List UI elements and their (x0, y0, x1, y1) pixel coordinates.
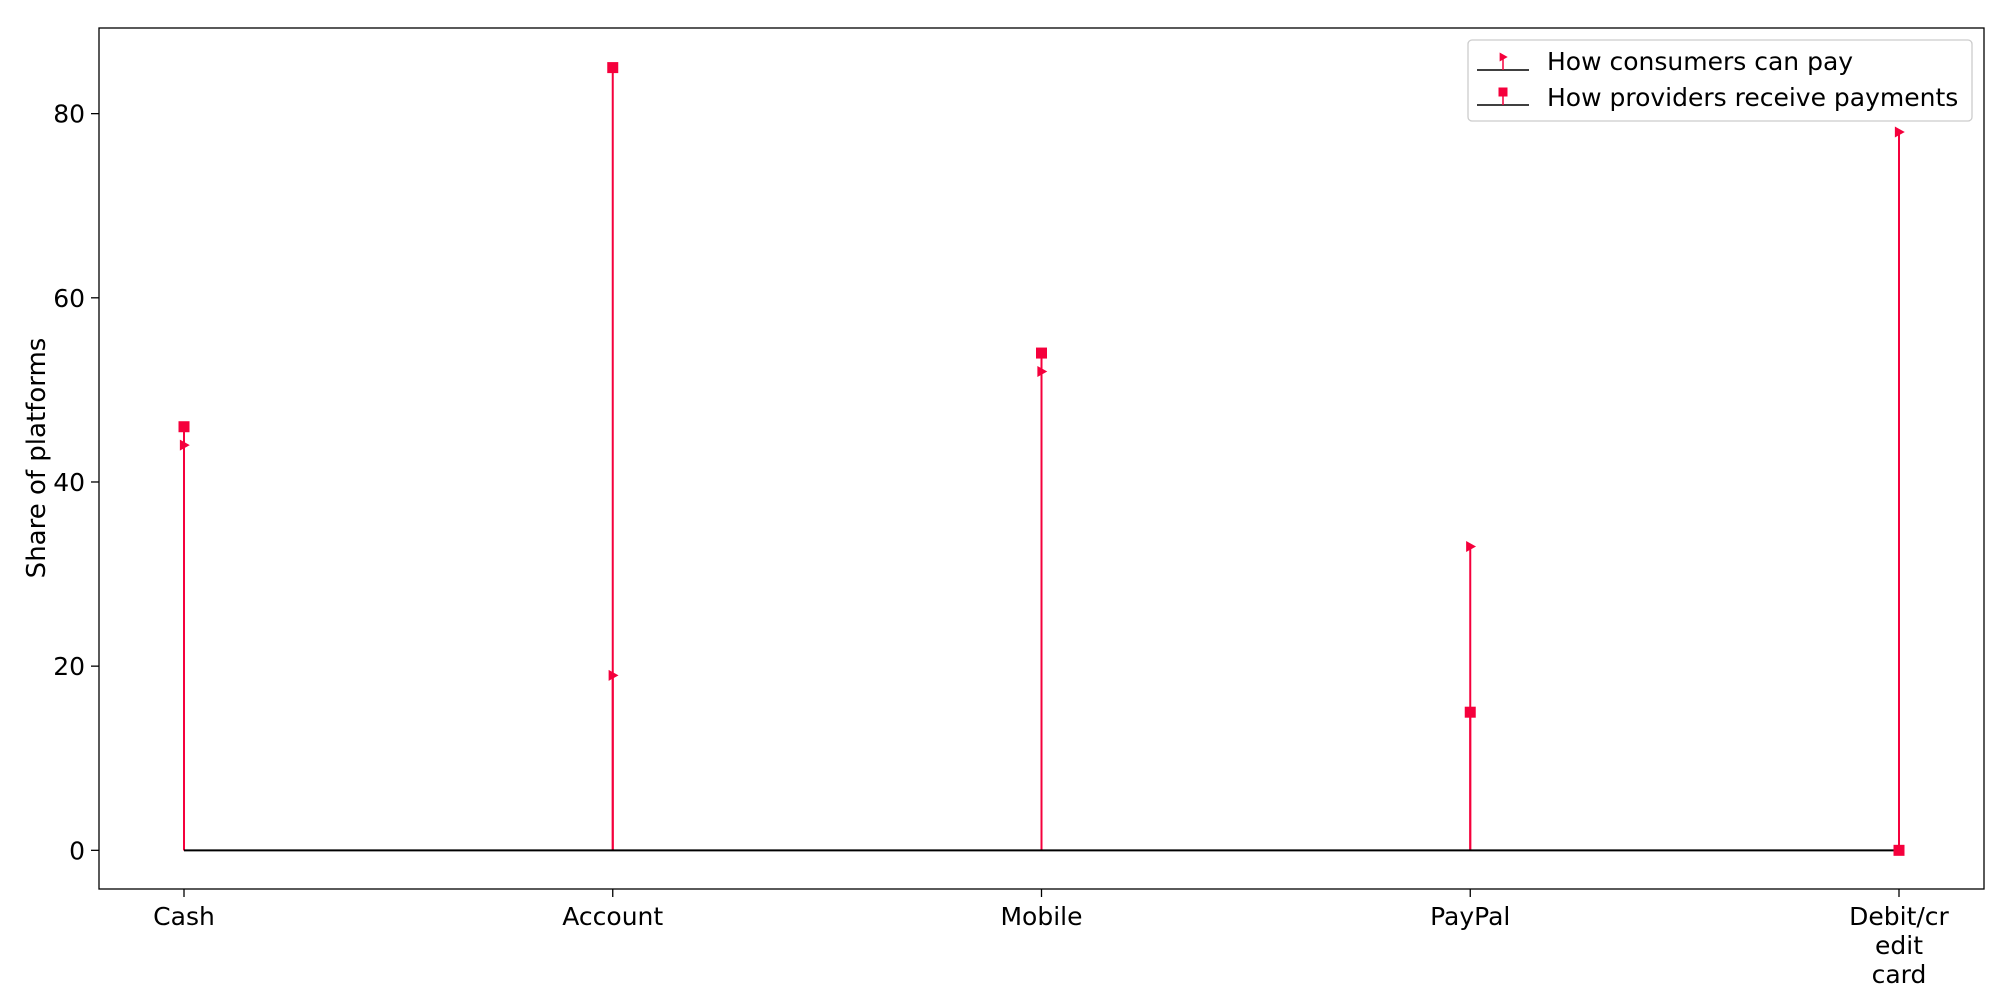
marker-how-consumers-can-pay-cash (179, 439, 190, 451)
x-tick-label-mobile: Mobile (1000, 902, 1082, 931)
marker-how-providers-receive-payments-debit-credit-card (1893, 844, 1905, 856)
marker-how-providers-receive-payments-paypal (1464, 706, 1476, 718)
legend-label-consumers: How consumers can pay (1547, 47, 1853, 76)
stems-layer (183, 67, 1900, 851)
y-tick-label-40: 40 (53, 468, 85, 497)
markers-layer (178, 62, 1905, 856)
legend-box (1467, 39, 1973, 122)
y-tick-label-80: 80 (53, 100, 85, 129)
legend-marker (1498, 87, 1508, 97)
legend-symbol-consumers (1477, 52, 1529, 71)
y-tick-label-20: 20 (53, 652, 85, 681)
x-tick-label-account: Account (562, 902, 663, 931)
marker-how-consumers-can-pay-paypal (1466, 540, 1477, 552)
marker-how-consumers-can-pay-debit-credit-card (1894, 126, 1905, 138)
legend-marker (1499, 52, 1508, 62)
y-tick-label-60: 60 (53, 284, 85, 313)
marker-how-providers-receive-payments-cash (178, 421, 190, 433)
legend-symbol-providers (1477, 87, 1529, 106)
marker-how-providers-receive-payments-mobile (1036, 347, 1047, 359)
legend-entry-providers: How providers receive payments (1477, 83, 1958, 112)
x-axis: Cash Account Mobile PayPal Debit/cr edit card (153, 889, 1950, 989)
x-tick-label-cash: Cash (153, 902, 215, 931)
x-tick-label-paypal: PayPal (1430, 902, 1510, 931)
legend: How consumers can pay How providers rece… (1467, 39, 1973, 122)
marker-how-providers-receive-payments-account (607, 62, 619, 74)
x-tick-label-debit-credit-card: Debit/cr edit card (1849, 902, 1949, 989)
marker-how-consumers-can-pay-mobile (1037, 365, 1048, 377)
y-axis-label: Share of platforms (22, 338, 52, 579)
legend-entry-consumers: How consumers can pay (1477, 47, 1853, 76)
marker-how-consumers-can-pay-account (608, 669, 619, 681)
legend-label-providers: How providers receive payments (1547, 83, 1958, 112)
y-axis: 0 20 40 60 80 (53, 100, 99, 865)
y-tick-label-0: 0 (69, 836, 85, 865)
